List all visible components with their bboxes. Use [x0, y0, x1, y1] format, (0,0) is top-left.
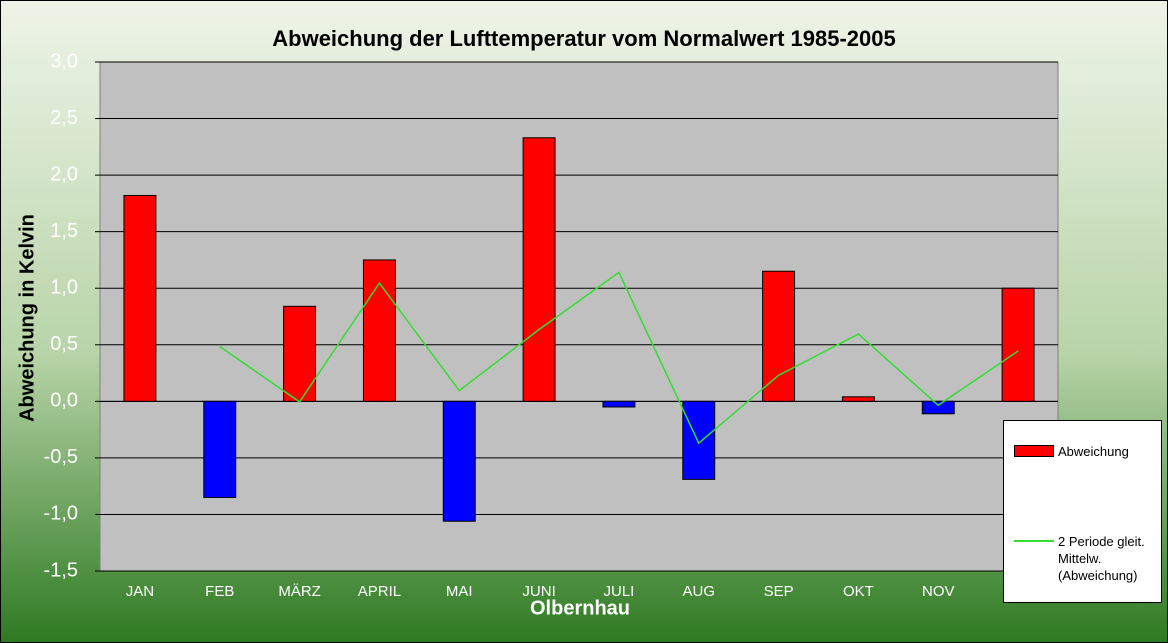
x-tick-label: MÄRZ [278, 583, 321, 600]
y-axis-title: Abweichung in Kelvin [16, 214, 38, 422]
legend-label: 2 Periode gleit. Mittelw. (Abweichung) [1058, 534, 1145, 583]
line [219, 271, 1019, 445]
legend-entry: Abweichung [1014, 443, 1163, 460]
legend-swatch [1014, 445, 1054, 457]
bar [841, 396, 875, 402]
x-tick-label: JULI [603, 583, 634, 600]
y-tick-label: 0,5 [50, 333, 78, 355]
x-tick-label: NOV [922, 583, 955, 600]
bar [203, 400, 237, 498]
y-tick-label: -0,5 [44, 446, 78, 468]
x-tick-label: OKT [843, 583, 874, 600]
bar [921, 400, 955, 415]
x-axis-title: Olbernhau [530, 597, 630, 619]
bar [442, 400, 476, 522]
bar [682, 400, 716, 480]
bar [602, 400, 636, 408]
x-tick-label: JUNI [522, 583, 555, 600]
y-tick-label: 3,0 [50, 50, 78, 72]
legend-swatch [1014, 540, 1054, 542]
x-tick-label: JAN [126, 583, 154, 600]
y-tick-label: -1,0 [44, 503, 78, 525]
x-tick-label: MAI [446, 583, 473, 600]
y-tick-label: 0,0 [50, 390, 78, 412]
bar [123, 194, 157, 402]
y-tick-label: 2,0 [50, 163, 78, 185]
x-tick-label: APRIL [358, 583, 401, 600]
plot-area [99, 61, 1059, 572]
y-tick-label: 1,0 [50, 277, 78, 299]
legend-label: Abweichung [1058, 444, 1129, 459]
x-tick-label: AUG [682, 583, 715, 600]
legend: Abweichung 2 Periode gleit. Mittelw. (Abw… [1003, 420, 1162, 603]
y-tick-label: 2,5 [50, 107, 78, 129]
bar [362, 259, 396, 402]
legend-entry: 2 Periode gleit. Mittelw. (Abweichung) [1014, 533, 1163, 584]
x-tick-label: SEP [764, 583, 794, 600]
bar [1001, 287, 1035, 402]
bar [283, 305, 317, 402]
chart-title: Abweichung der Lufttemperatur vom Normal… [272, 26, 896, 51]
bar [762, 270, 796, 402]
x-tick-label: FEB [205, 583, 234, 600]
y-tick-label: -1,5 [44, 559, 78, 581]
y-tick-label: 1,5 [50, 220, 78, 242]
bar [522, 137, 556, 402]
